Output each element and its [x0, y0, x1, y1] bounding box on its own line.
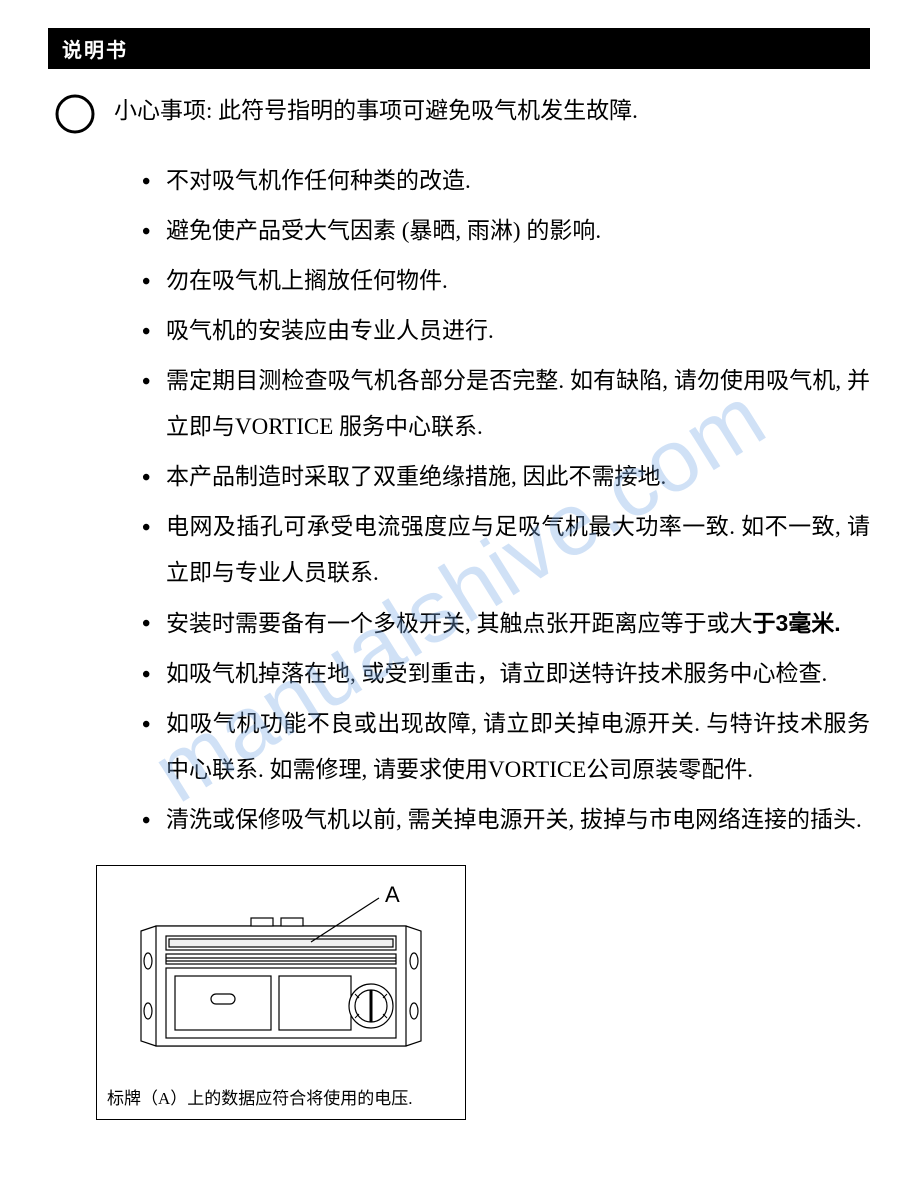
list-item: 本产品制造时采取了双重绝缘措施, 因此不需接地. [142, 454, 870, 500]
list-item: 避免使产品受大气因素 (暴晒, 雨淋) 的影响. [142, 208, 870, 254]
list-item: 需定期目测检查吸气机各部分是否完整. 如有缺陷, 请勿使用吸气机, 并立即与VO… [142, 358, 870, 450]
intro-text: 小心事项: 此符号指明的事项可避免吸气机发生故障. [114, 91, 638, 130]
caution-circle-icon [54, 93, 96, 140]
bullet-list: 不对吸气机作任何种类的改造. 避免使产品受大气因素 (暴晒, 雨淋) 的影响. … [48, 158, 870, 843]
page-content: 说明书 小心事项: 此符号指明的事项可避免吸气机发生故障. 不对吸气机作任何种类… [0, 0, 918, 1160]
figure-label: A [385, 882, 400, 907]
list-item: 勿在吸气机上搁放任何物件. [142, 258, 870, 304]
intro-row: 小心事项: 此符号指明的事项可避免吸气机发生故障. [48, 91, 870, 140]
figure-box: A 标牌（A）上的数据应符合将使用的电压. [96, 865, 466, 1120]
list-item: 如吸气机掉落在地, 或受到重击，请立即送特许技术服务中心检查. [142, 651, 870, 697]
list-item: 不对吸气机作任何种类的改造. [142, 158, 870, 204]
figure-caption: 标牌（A）上的数据应符合将使用的电压. [105, 1082, 457, 1111]
device-diagram: A [111, 876, 451, 1076]
list-item: 清洗或保修吸气机以前, 需关掉电源开关, 拔掉与市电网络连接的插头. [142, 797, 870, 843]
list-item: 吸气机的安装应由专业人员进行. [142, 308, 870, 354]
list-item: 如吸气机功能不良或出现故障, 请立即关掉电源开关. 与特许技术服务中心联系. 如… [142, 701, 870, 793]
header-bar: 说明书 [48, 28, 870, 69]
list-item: 安装时需要备有一个多极开关, 其触点张开距离应等于或大于3毫米. [142, 600, 870, 647]
list-item: 电网及插孔可承受电流强度应与足吸气机最大功率一致. 如不一致, 请立即与专业人员… [142, 504, 870, 596]
header-title: 说明书 [62, 40, 128, 62]
